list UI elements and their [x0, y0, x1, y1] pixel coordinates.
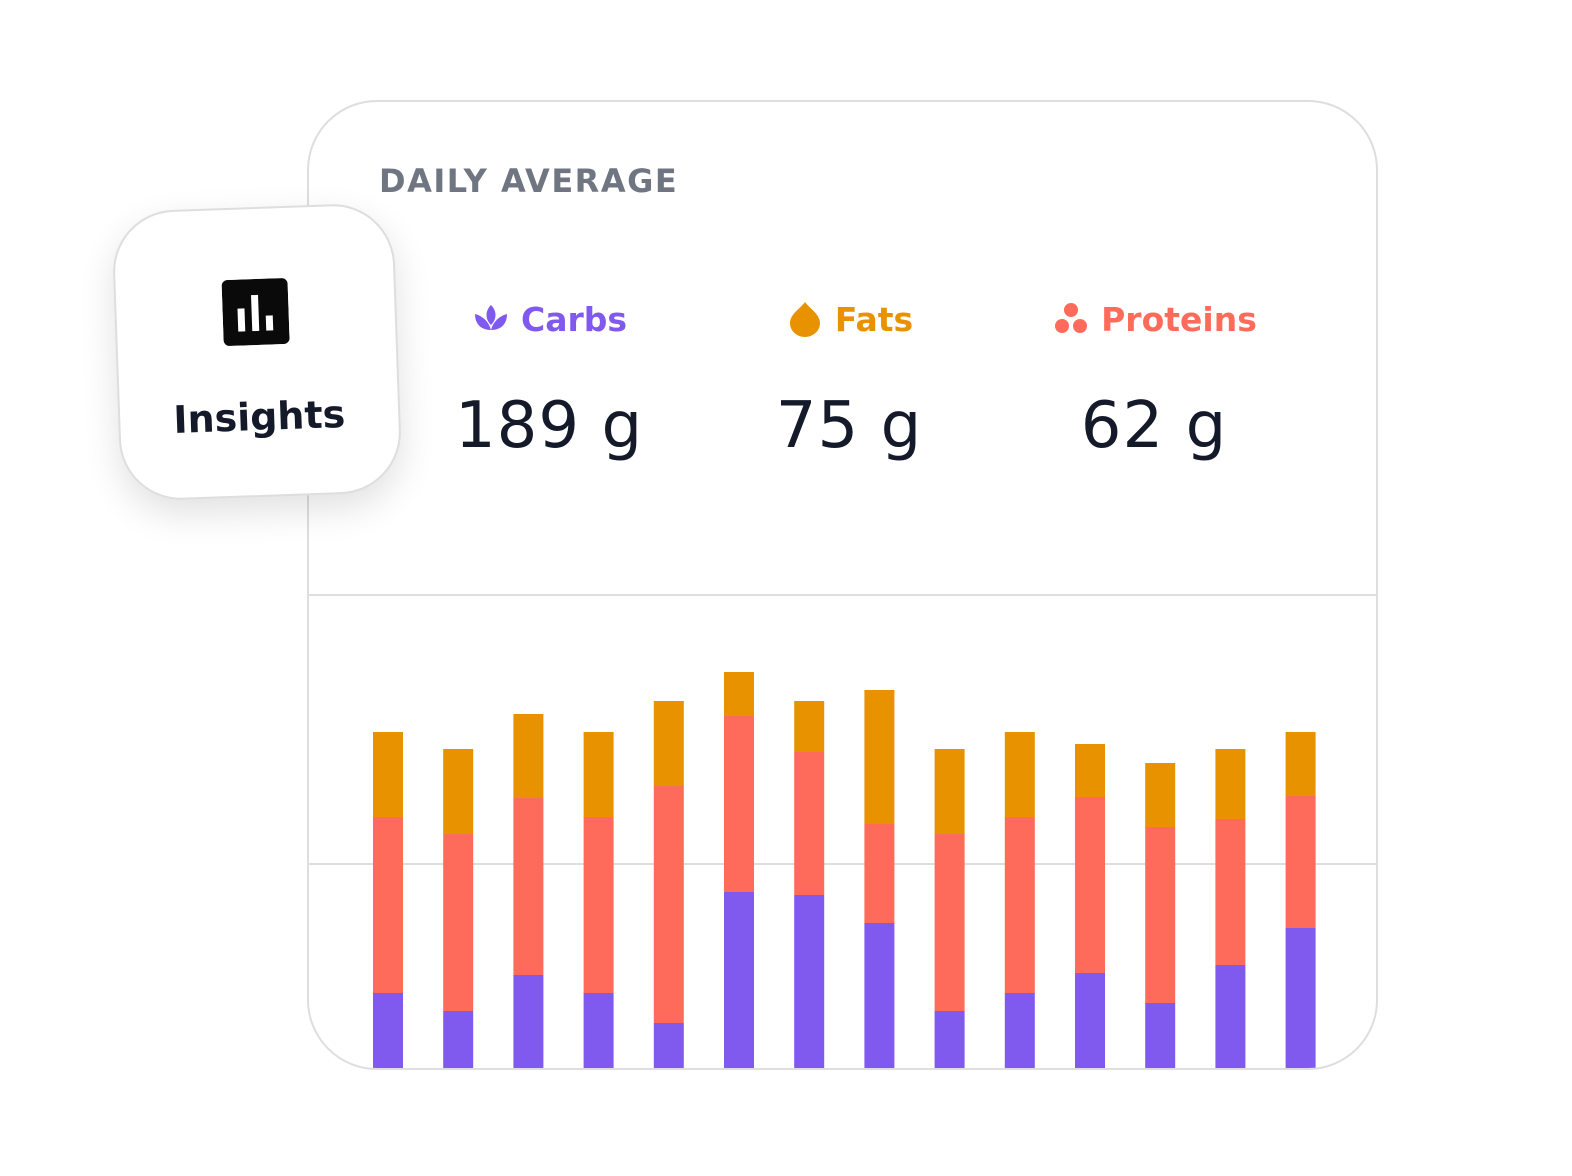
- bar-segment-fats-7: [794, 701, 825, 752]
- bar-segment-carbs-9: [934, 1011, 965, 1068]
- bar-segment-fats-1: [373, 732, 403, 817]
- bar-segment-proteins-5: [653, 786, 684, 1023]
- badge-label: Insights: [172, 391, 346, 442]
- macro-value-proteins: 62 g: [1080, 389, 1228, 463]
- bar-segment-fats-8: [864, 690, 895, 824]
- bar-segment-fats-9: [934, 749, 965, 834]
- bar-segment-proteins-7: [794, 752, 825, 895]
- bar-chart-icon: [221, 278, 290, 346]
- macro-value-carbs: 189 g: [454, 389, 644, 463]
- bar-segment-proteins-13: [1215, 819, 1246, 965]
- bar-segment-proteins-3: [513, 798, 544, 975]
- bar-segment-carbs-5: [653, 1023, 684, 1068]
- macro-label-carbs: Carbs: [520, 299, 628, 339]
- macro-fats: Fats 75 g: [709, 297, 989, 464]
- bar-segment-fats-12: [1145, 763, 1176, 827]
- bar-segment-carbs-12: [1145, 1003, 1176, 1068]
- bar-segment-carbs-2: [443, 1011, 474, 1068]
- leaf-sprout-icon: [471, 299, 511, 339]
- macro-value-fats: 75 g: [775, 389, 923, 463]
- bar-segment-proteins-10: [1004, 817, 1035, 993]
- bar-segment-fats-10: [1004, 732, 1035, 817]
- insights-badge[interactable]: Insights: [111, 202, 403, 502]
- bar-segment-proteins-9: [934, 834, 965, 1011]
- card-divider: [309, 594, 1376, 596]
- three-dots-icon: [1051, 299, 1091, 339]
- daily-average-card: DAILY AVERAGE Carbs 189 g Fats 75 g: [307, 100, 1378, 1070]
- stacked-bar-chart: [309, 672, 1376, 1068]
- bar-segment-proteins-6: [724, 716, 754, 892]
- bar-segment-fats-2: [443, 749, 474, 834]
- bar-segment-fats-5: [653, 701, 684, 786]
- bar-segment-carbs-4: [583, 993, 614, 1068]
- macro-carbs: Carbs 189 g: [409, 297, 689, 464]
- bar-segment-fats-14: [1285, 732, 1316, 796]
- section-title: DAILY AVERAGE: [379, 162, 679, 200]
- bar-segment-carbs-10: [1004, 993, 1035, 1068]
- bar-segment-fats-13: [1215, 749, 1246, 819]
- bar-segment-proteins-14: [1285, 796, 1316, 928]
- macro-proteins: Proteins 62 g: [1014, 297, 1294, 463]
- bar-segment-proteins-4: [583, 817, 614, 993]
- bar-segment-carbs-8: [864, 923, 895, 1068]
- bar-segment-carbs-7: [794, 895, 825, 1068]
- bar-segment-fats-4: [583, 732, 614, 817]
- bar-segment-carbs-13: [1215, 965, 1246, 1068]
- bar-segment-proteins-2: [443, 834, 474, 1011]
- bar-segment-proteins-1: [373, 817, 403, 993]
- bar-segment-proteins-8: [864, 824, 895, 923]
- bar-segment-fats-3: [513, 714, 544, 798]
- bar-segment-carbs-1: [373, 993, 403, 1068]
- bar-segment-carbs-3: [513, 975, 544, 1068]
- macro-label-fats: Fats: [834, 299, 914, 339]
- bar-segment-carbs-6: [724, 892, 754, 1068]
- bar-segment-fats-11: [1075, 744, 1105, 797]
- bar-segment-carbs-14: [1285, 928, 1316, 1068]
- bar-segment-proteins-11: [1075, 797, 1105, 973]
- bar-segment-carbs-11: [1075, 973, 1105, 1068]
- bar-segment-fats-6: [724, 672, 754, 716]
- bar-segment-proteins-12: [1145, 827, 1176, 1003]
- macro-label-proteins: Proteins: [1101, 299, 1257, 339]
- droplet-icon: [785, 299, 825, 339]
